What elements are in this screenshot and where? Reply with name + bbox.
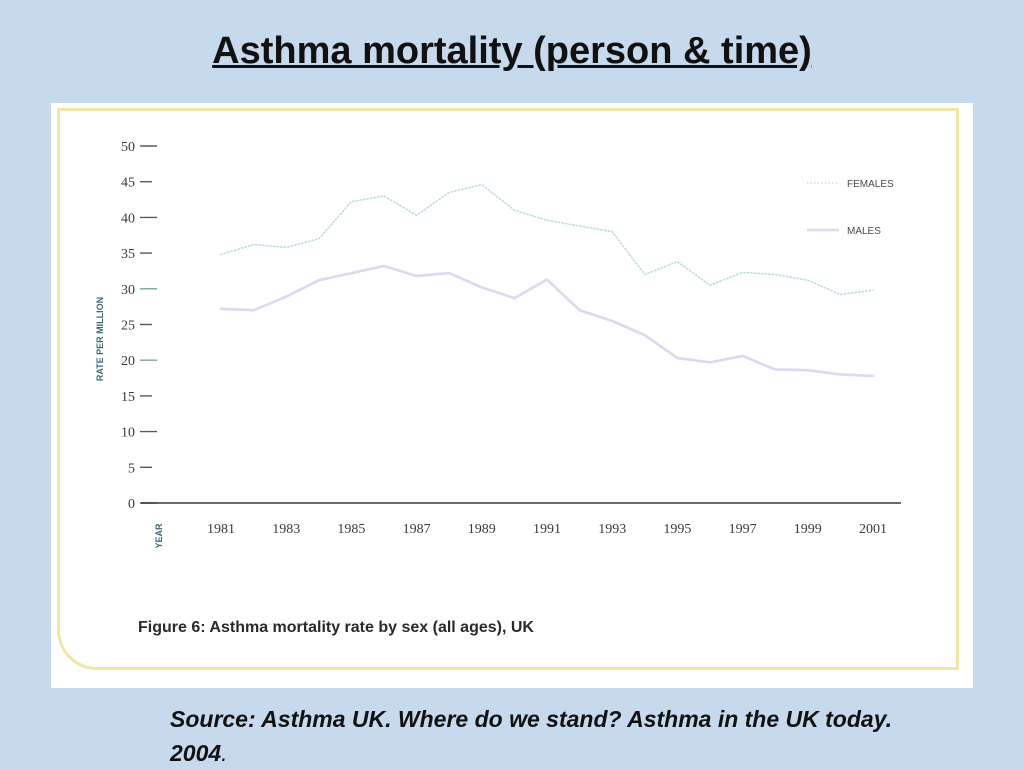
y-tick-label: 25 [121,319,135,334]
y-tick-label: 50 [121,140,135,155]
y-tick-label: 10 [121,426,135,441]
figure-frame [57,108,959,670]
legend-label-males: MALES [847,226,881,237]
source-end-dot: . [221,740,228,766]
x-tick-label: 1985 [337,522,365,537]
source-citation: Source: Asthma UK. Where do we stand? As… [170,702,930,770]
x-axis: 1981 1983 1985 1987 1989 1991 1993 1995 1997 1999… [141,502,901,537]
x-tick-label: 1989 [468,522,496,537]
legend: FEMALES MALES [807,179,894,237]
y-tick-label: 5 [128,461,135,476]
x-tick-label: 1983 [272,522,300,537]
y-tick-label: 0 [128,497,135,512]
x-tick-label: 1999 [794,522,822,537]
y-tick-label: 40 [121,211,135,226]
y-tick-label: 20 [121,354,135,369]
series-lines [219,183,875,378]
slide-title: Asthma mortality (person & time) [212,30,812,72]
y-tick-label: 15 [121,390,135,405]
x-tick-label: 1997 [729,522,757,537]
x-axis-label: YEAR [154,523,164,549]
y-axis-label: RATE PER MILLION [95,297,105,381]
legend-label-females: FEMALES [847,179,894,190]
x-tick-label: 2001 [859,522,887,537]
series-line-females [220,183,874,296]
y-axis: 0 5 10 15 20 25 30 35 40 45 50 [121,140,157,512]
source-text: Source: Asthma UK. Where do we stand? As… [170,706,893,766]
y-tick-label: 45 [121,176,135,191]
x-tick-label: 1981 [207,522,235,537]
x-tick-label: 1993 [598,522,626,537]
figure-caption: Figure 6: Asthma mortality rate by sex (… [138,619,534,636]
y-tick-label: 30 [121,283,135,298]
x-tick-label: 1991 [533,522,561,537]
y-tick-label: 35 [121,247,135,262]
figure-panel: 0 5 10 15 20 25 30 35 40 45 50 1981 1983 1985 1987 198… [51,103,973,688]
x-tick-label: 1987 [403,522,431,537]
series-line-males [219,264,875,378]
x-tick-label: 1995 [663,522,691,537]
